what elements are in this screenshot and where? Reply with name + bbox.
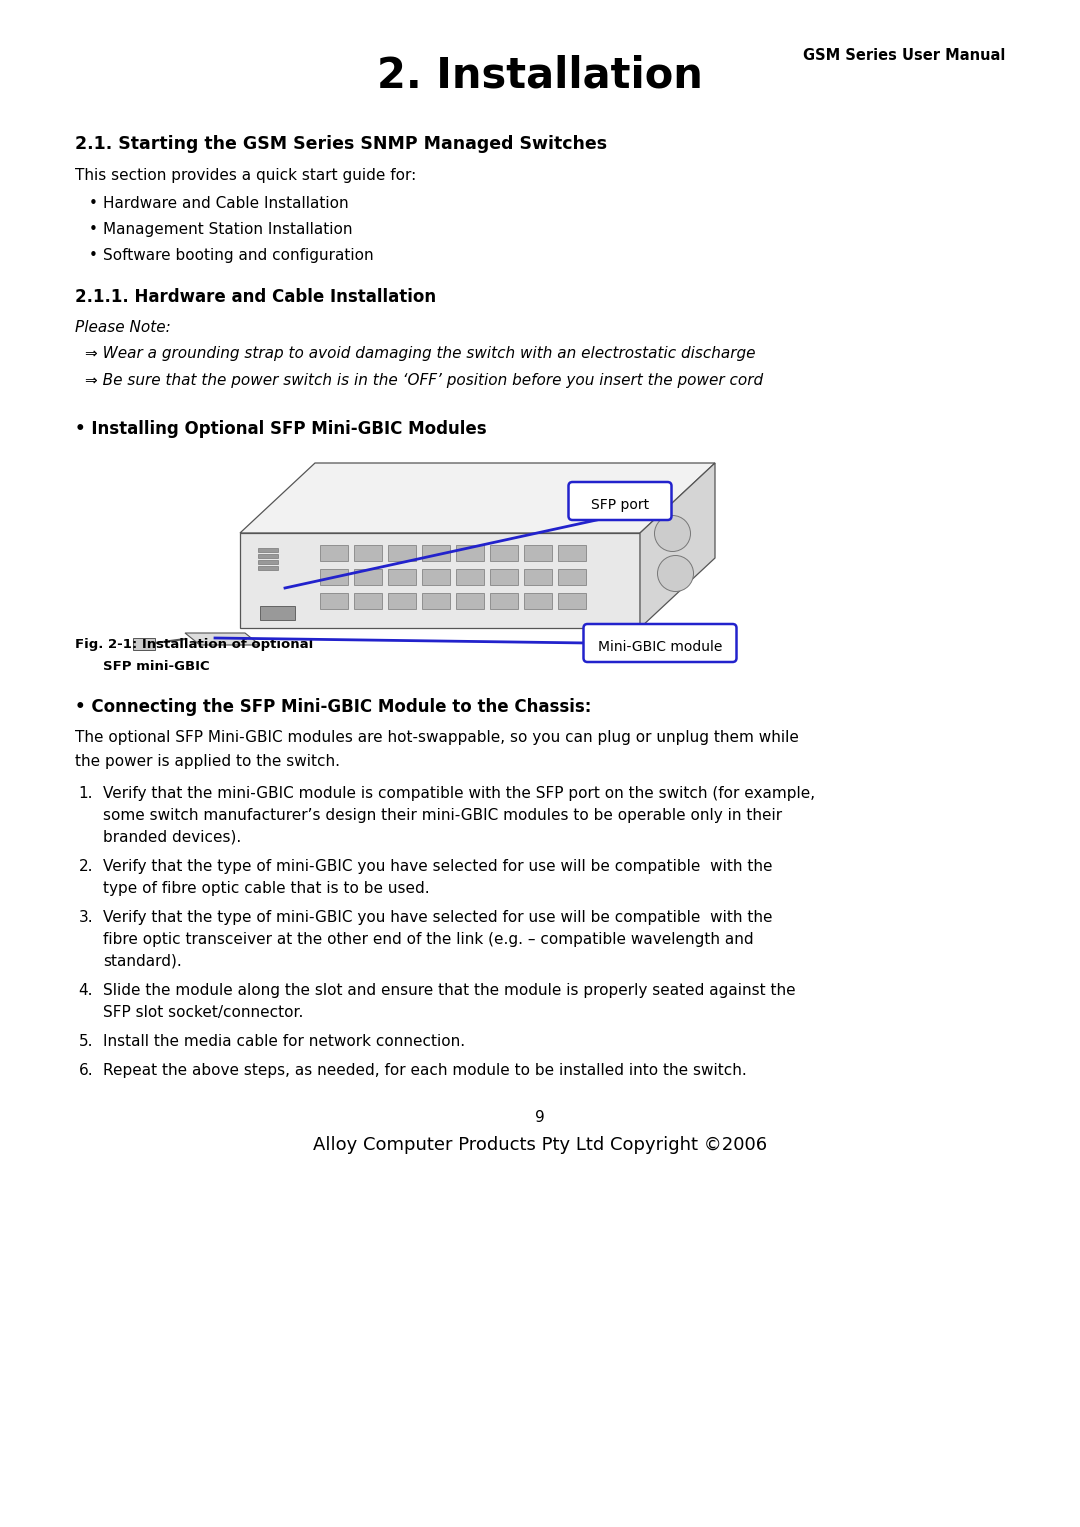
Text: GSM Series User Manual: GSM Series User Manual: [802, 47, 1005, 63]
Circle shape: [654, 516, 690, 551]
Text: type of fibre optic cable that is to be used.: type of fibre optic cable that is to be …: [103, 881, 430, 896]
Text: •: •: [89, 221, 98, 237]
Bar: [320, 570, 348, 585]
Bar: [354, 545, 382, 560]
Text: Hardware and Cable Installation: Hardware and Cable Installation: [103, 195, 349, 211]
Text: Management Station Installation: Management Station Installation: [103, 221, 352, 237]
Text: the power is applied to the switch.: the power is applied to the switch.: [75, 754, 340, 770]
Bar: [456, 592, 484, 609]
Bar: [354, 570, 382, 585]
Polygon shape: [240, 533, 640, 628]
Text: SFP mini-GBIC: SFP mini-GBIC: [103, 660, 210, 673]
Text: Verify that the mini-GBIC module is compatible with the SFP port on the switch (: Verify that the mini-GBIC module is comp…: [103, 786, 815, 802]
Text: 5.: 5.: [79, 1034, 93, 1049]
Bar: [258, 548, 278, 551]
Text: branded devices).: branded devices).: [103, 831, 241, 844]
Text: This section provides a quick start guide for:: This section provides a quick start guid…: [75, 168, 416, 183]
Text: Verify that the type of mini-GBIC you have selected for use will be compatible  : Verify that the type of mini-GBIC you ha…: [103, 910, 772, 925]
Text: 2.: 2.: [79, 860, 93, 873]
Text: •: •: [89, 247, 98, 263]
Polygon shape: [185, 634, 260, 644]
Bar: [388, 592, 416, 609]
Bar: [388, 570, 416, 585]
Bar: [422, 545, 450, 560]
Text: 2. Installation: 2. Installation: [377, 55, 703, 98]
Text: 4.: 4.: [79, 983, 93, 999]
Text: SFP slot socket/connector.: SFP slot socket/connector.: [103, 1005, 303, 1020]
Text: Please Note:: Please Note:: [75, 321, 171, 334]
Bar: [422, 570, 450, 585]
Text: •: •: [89, 195, 98, 211]
Text: Verify that the type of mini-GBIC you have selected for use will be compatible  : Verify that the type of mini-GBIC you ha…: [103, 860, 772, 873]
Text: ⇒ Be sure that the power switch is in the ‘OFF’ position before you insert the p: ⇒ Be sure that the power switch is in th…: [85, 373, 764, 388]
Bar: [320, 592, 348, 609]
Text: The optional SFP Mini-GBIC modules are hot-swappable, so you can plug or unplug : The optional SFP Mini-GBIC modules are h…: [75, 730, 799, 745]
Text: Mini-GBIC module: Mini-GBIC module: [598, 640, 723, 654]
Bar: [490, 592, 518, 609]
Bar: [490, 570, 518, 585]
Text: Fig. 2-1: Installation of optional: Fig. 2-1: Installation of optional: [75, 638, 313, 651]
Text: 2.1.1. Hardware and Cable Installation: 2.1.1. Hardware and Cable Installation: [75, 289, 436, 305]
Bar: [133, 638, 156, 651]
Bar: [258, 560, 278, 563]
Text: • Connecting the SFP Mini-GBIC Module to the Chassis:: • Connecting the SFP Mini-GBIC Module to…: [75, 698, 592, 716]
Text: • Installing Optional SFP Mini-GBIC Modules: • Installing Optional SFP Mini-GBIC Modu…: [75, 420, 487, 438]
FancyBboxPatch shape: [583, 625, 737, 663]
Bar: [524, 592, 552, 609]
Text: fibre optic transceiver at the other end of the link (e.g. – compatible waveleng: fibre optic transceiver at the other end…: [103, 931, 754, 947]
Text: Alloy Computer Products Pty Ltd Copyright ©2006: Alloy Computer Products Pty Ltd Copyrigh…: [313, 1136, 767, 1154]
Text: 6.: 6.: [79, 1063, 93, 1078]
Text: Slide the module along the slot and ensure that the module is properly seated ag: Slide the module along the slot and ensu…: [103, 983, 796, 999]
Bar: [320, 545, 348, 560]
Polygon shape: [240, 463, 715, 533]
Text: Software booting and configuration: Software booting and configuration: [103, 247, 374, 263]
Text: Repeat the above steps, as needed, for each module to be installed into the swit: Repeat the above steps, as needed, for e…: [103, 1063, 746, 1078]
Text: some switch manufacturer’s design their mini-GBIC modules to be operable only in: some switch manufacturer’s design their …: [103, 808, 782, 823]
Bar: [422, 592, 450, 609]
Text: 1.: 1.: [79, 786, 93, 802]
Bar: [258, 554, 278, 557]
Bar: [388, 545, 416, 560]
Bar: [490, 545, 518, 560]
Bar: [558, 570, 586, 585]
Text: ⇒ Wear a grounding strap to avoid damaging the switch with an electrostatic disc: ⇒ Wear a grounding strap to avoid damagi…: [85, 347, 756, 360]
Bar: [558, 592, 586, 609]
Text: 9: 9: [535, 1110, 545, 1125]
Bar: [260, 606, 295, 620]
FancyBboxPatch shape: [568, 483, 672, 521]
Bar: [456, 545, 484, 560]
Bar: [558, 545, 586, 560]
Text: 3.: 3.: [79, 910, 93, 925]
Circle shape: [658, 556, 693, 591]
Polygon shape: [640, 463, 715, 628]
Bar: [456, 570, 484, 585]
Text: 2.1. Starting the GSM Series SNMP Managed Switches: 2.1. Starting the GSM Series SNMP Manage…: [75, 134, 607, 153]
Bar: [258, 567, 278, 570]
Bar: [524, 570, 552, 585]
Text: SFP port: SFP port: [591, 498, 649, 512]
Text: standard).: standard).: [103, 954, 181, 970]
Bar: [354, 592, 382, 609]
Bar: [524, 545, 552, 560]
Text: Install the media cable for network connection.: Install the media cable for network conn…: [103, 1034, 465, 1049]
